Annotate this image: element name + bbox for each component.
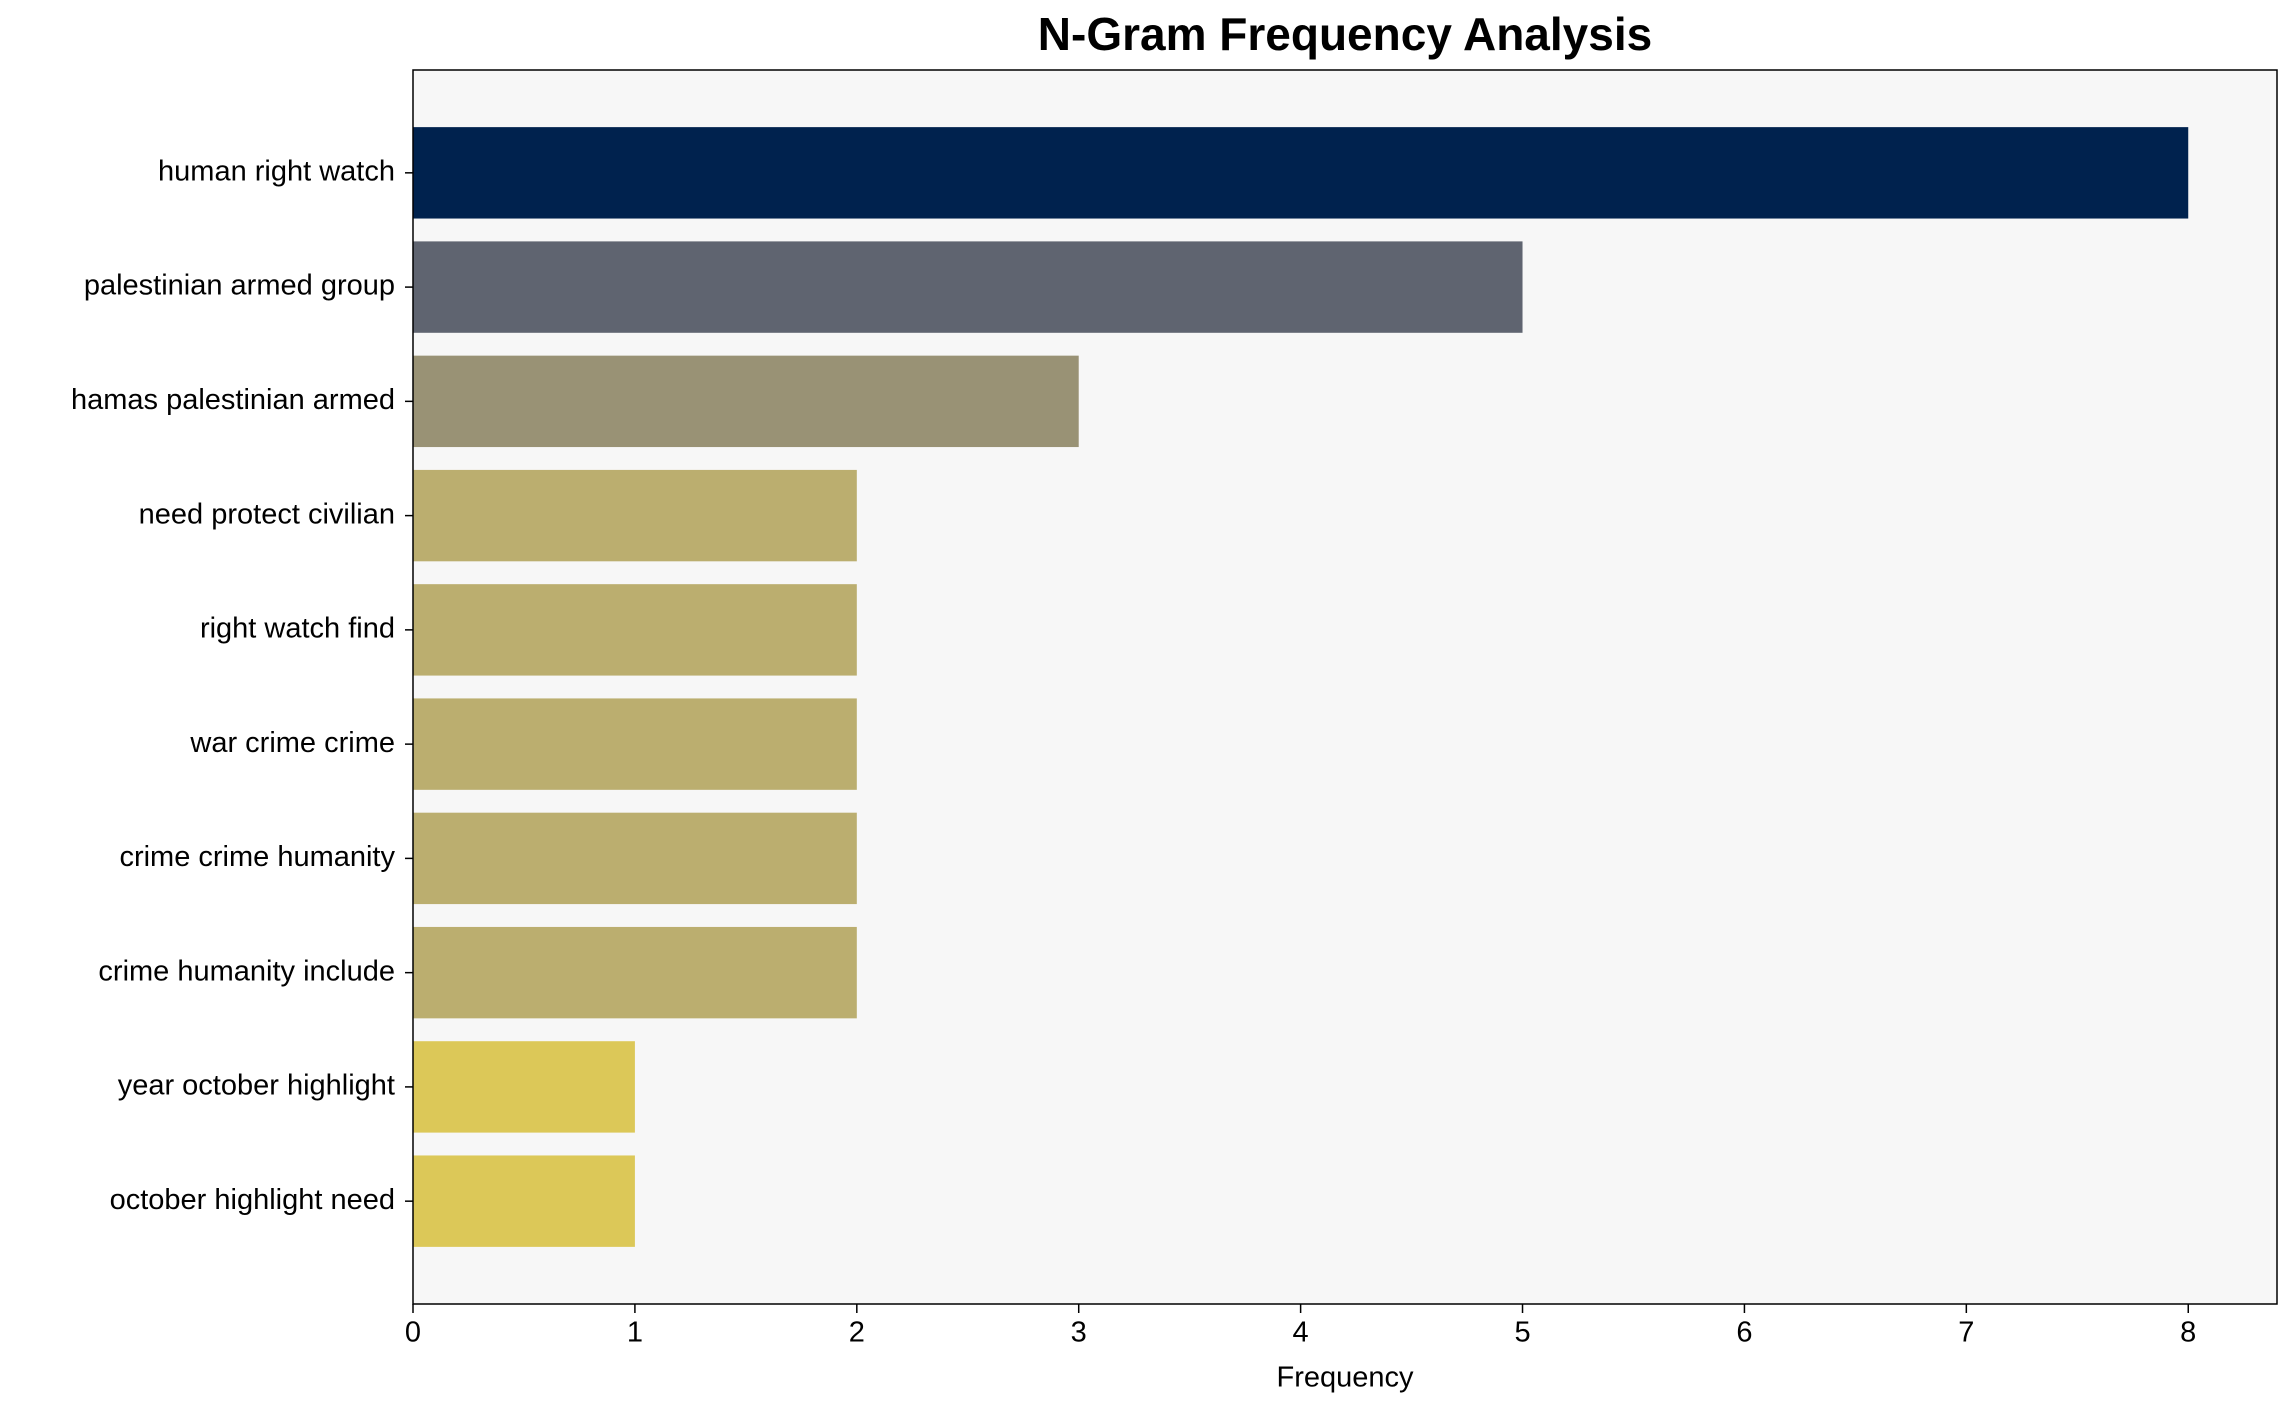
plot-frame: [412, 69, 2278, 1305]
x-tick-label: 7: [1958, 1317, 1974, 1349]
y-tick-label: october highlight need: [110, 1184, 395, 1216]
bar: [413, 698, 857, 790]
x-tick-label: 6: [1736, 1317, 1752, 1349]
bar: [413, 584, 857, 676]
bar: [413, 127, 2189, 219]
x-tick-label: 2: [849, 1317, 865, 1349]
y-tick-label: need protect civilian: [139, 498, 395, 530]
y-tick-label: right watch find: [200, 613, 395, 645]
x-tick-label: 1: [627, 1317, 643, 1349]
x-tick-label: 4: [1293, 1317, 1309, 1349]
x-tick-label: 5: [1514, 1317, 1530, 1349]
y-tick-label: crime humanity include: [98, 955, 395, 987]
bar: [413, 355, 1079, 448]
x-tick-label: 0: [405, 1317, 421, 1349]
x-tick-label: 3: [1071, 1317, 1087, 1349]
bar: [413, 241, 1523, 333]
y-tick-label: war crime crime: [189, 727, 395, 759]
y-tick-label: human right watch: [158, 155, 395, 187]
y-tick-label: hamas palestinian armed: [71, 384, 395, 416]
x-tick-label: 8: [2180, 1317, 2196, 1349]
y-tick-label: palestinian armed group: [84, 270, 395, 302]
chart-title: N-Gram Frequency Analysis: [1038, 8, 1652, 60]
bar: [413, 1041, 635, 1133]
x-axis-label: Frequency: [1276, 1362, 1414, 1394]
bar: [413, 469, 857, 562]
y-tick-label: year october highlight: [118, 1070, 395, 1102]
bar: [413, 812, 857, 905]
bar: [413, 926, 857, 1019]
y-tick-label: crime crime humanity: [119, 841, 395, 873]
bar: [413, 1155, 635, 1247]
